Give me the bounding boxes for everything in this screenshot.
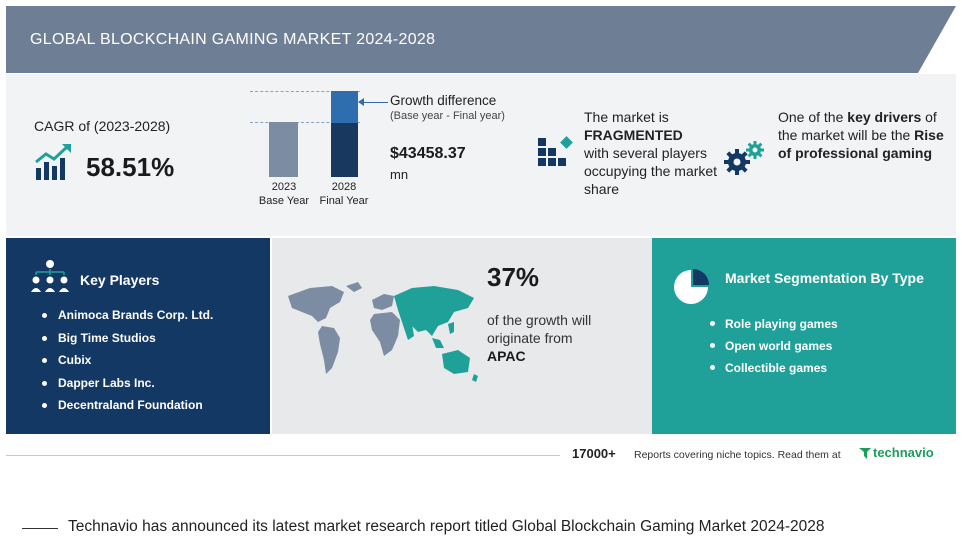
list-item: Open world games bbox=[708, 337, 838, 359]
key-players-list: Animoca Brands Corp. Ltd. Big Time Studi… bbox=[40, 306, 213, 419]
growth-chart-icon bbox=[35, 144, 71, 180]
fragmented-line1: The market is bbox=[584, 109, 669, 125]
region-description: of the growth will originate from bbox=[487, 312, 592, 346]
caption-dash bbox=[22, 528, 58, 529]
footer-divider bbox=[6, 455, 560, 456]
bar-2028-label: 2028 Final Year bbox=[314, 180, 374, 208]
bar-2028-year: 2028 bbox=[331, 181, 357, 193]
dashed-guide bbox=[250, 91, 360, 92]
segmentation-panel bbox=[652, 238, 956, 434]
bar-2028-caption: Final Year bbox=[319, 195, 369, 207]
region-text: of the growth will originate from APAC bbox=[487, 311, 637, 365]
bar-2023-year: 2023 bbox=[271, 181, 297, 193]
header-banner bbox=[6, 6, 956, 73]
fragmented-text: The market is FRAGMENTED with several pl… bbox=[584, 108, 734, 198]
technavio-logo-text[interactable]: technavio bbox=[873, 445, 934, 460]
growth-unit: mn bbox=[390, 167, 409, 182]
growth-title: Growth difference bbox=[390, 93, 497, 108]
segmentation-list: Role playing games Open world games Coll… bbox=[708, 315, 838, 381]
bar-2028-base bbox=[331, 123, 358, 177]
arrow-left-icon bbox=[358, 98, 364, 106]
bar-2023 bbox=[269, 122, 298, 177]
key-players-title: Key Players bbox=[80, 272, 160, 288]
fragmented-blocks-icon bbox=[538, 136, 573, 166]
growth-subtitle: (Base year - Final year) bbox=[390, 110, 505, 122]
region-name: APAC bbox=[487, 348, 526, 364]
cagr-label: CAGR of (2023-2028) bbox=[34, 118, 171, 134]
list-item: Decentraland Foundation bbox=[40, 396, 213, 419]
region-percent: 37% bbox=[487, 262, 540, 292]
summary-panel bbox=[6, 74, 956, 236]
growth-value: $43458.37 bbox=[390, 145, 466, 162]
list-item: Animoca Brands Corp. Ltd. bbox=[40, 306, 213, 329]
technavio-logo-icon bbox=[859, 448, 871, 459]
segmentation-title: Market Segmentation By Type bbox=[725, 270, 924, 286]
world-map-icon bbox=[288, 282, 478, 382]
fragmented-bold: FRAGMENTED bbox=[584, 127, 683, 143]
bar-2028-growth bbox=[331, 91, 358, 123]
page-title: GLOBAL BLOCKCHAIN GAMING MARKET 2024-202… bbox=[30, 31, 436, 48]
drivers-text: One of the key drivers of the market wil… bbox=[778, 109, 944, 161]
list-item: Cubix bbox=[40, 351, 213, 374]
cagr-value: 58.51% bbox=[86, 152, 175, 182]
bar-2023-caption: Base Year bbox=[258, 195, 310, 207]
report-caption: Technavio has announced its latest marke… bbox=[68, 518, 825, 535]
list-item: Collectible games bbox=[708, 359, 838, 381]
gears-icon bbox=[724, 141, 764, 175]
dashed-guide bbox=[250, 122, 360, 123]
fragmented-line2: with several players occupying the marke… bbox=[584, 145, 718, 197]
reports-count: 17000+ bbox=[572, 446, 616, 461]
list-item: Dapper Labs Inc. bbox=[40, 374, 213, 397]
list-item: Big Time Studios bbox=[40, 329, 213, 352]
pie-chart-icon bbox=[674, 269, 709, 304]
bar-2023-label: 2023 Base Year bbox=[254, 180, 314, 208]
arrow-line bbox=[362, 102, 388, 103]
list-item: Role playing games bbox=[708, 315, 838, 337]
footer-text: Reports covering niche topics. Read them… bbox=[634, 449, 841, 461]
people-network-icon bbox=[31, 260, 69, 292]
